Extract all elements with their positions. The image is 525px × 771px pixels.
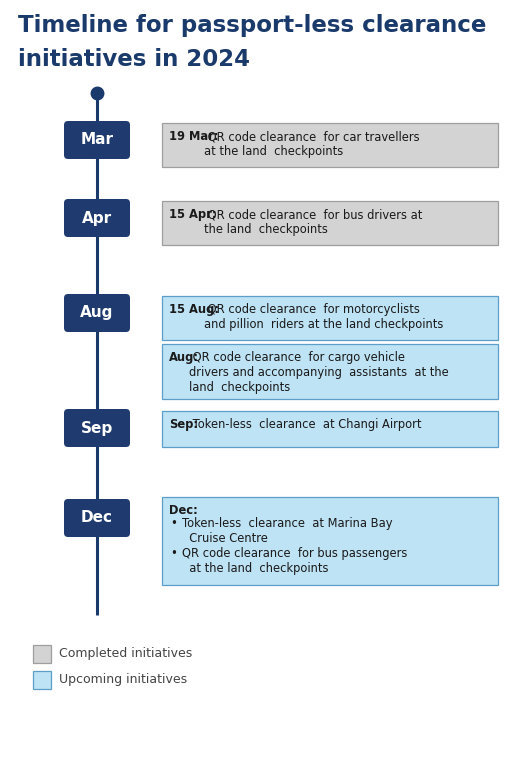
Text: Upcoming initiatives: Upcoming initiatives <box>59 674 187 686</box>
FancyBboxPatch shape <box>33 645 51 663</box>
FancyBboxPatch shape <box>64 121 130 159</box>
Text: Sep:: Sep: <box>169 418 198 431</box>
Text: •: • <box>170 517 177 530</box>
Text: Aug:: Aug: <box>169 351 199 364</box>
FancyBboxPatch shape <box>162 123 498 167</box>
Text: QR code clearance  for cargo vehicle
drivers and accompanying  assistants  at th: QR code clearance for cargo vehicle driv… <box>189 351 449 394</box>
Text: •: • <box>170 547 177 560</box>
FancyBboxPatch shape <box>162 201 498 245</box>
Text: 15 Aug:: 15 Aug: <box>169 303 219 316</box>
Text: Dec: Dec <box>81 510 113 526</box>
Text: Token-less  clearance  at Marina Bay
  Cruise Centre: Token-less clearance at Marina Bay Cruis… <box>182 517 393 545</box>
Text: QR code clearance  for bus drivers at
the land  checkpoints: QR code clearance for bus drivers at the… <box>204 208 422 236</box>
Text: initiatives in 2024: initiatives in 2024 <box>18 48 250 71</box>
Text: Dec:: Dec: <box>169 504 198 517</box>
FancyBboxPatch shape <box>64 199 130 237</box>
Text: QR code clearance  for motorcyclists
and pillion  riders at the land checkpoints: QR code clearance for motorcyclists and … <box>204 303 443 331</box>
FancyBboxPatch shape <box>33 671 51 689</box>
Text: QR code clearance  for car travellers
at the land  checkpoints: QR code clearance for car travellers at … <box>204 130 419 158</box>
Text: 15 Apr:: 15 Apr: <box>169 208 216 221</box>
Text: Timeline for passport-less clearance: Timeline for passport-less clearance <box>18 14 486 37</box>
FancyBboxPatch shape <box>162 411 498 447</box>
FancyBboxPatch shape <box>64 499 130 537</box>
Text: Sep: Sep <box>81 420 113 436</box>
Text: Apr: Apr <box>82 210 112 225</box>
FancyBboxPatch shape <box>162 497 498 585</box>
Text: Token-less  clearance  at Changi Airport: Token-less clearance at Changi Airport <box>189 418 422 431</box>
FancyBboxPatch shape <box>162 296 498 340</box>
FancyBboxPatch shape <box>64 409 130 447</box>
FancyBboxPatch shape <box>64 294 130 332</box>
FancyBboxPatch shape <box>162 344 498 399</box>
Text: 19 Mar:: 19 Mar: <box>169 130 218 143</box>
Text: Mar: Mar <box>80 133 113 147</box>
Text: Completed initiatives: Completed initiatives <box>59 648 192 661</box>
Text: QR code clearance  for bus passengers
  at the land  checkpoints: QR code clearance for bus passengers at … <box>182 547 407 574</box>
Text: Aug: Aug <box>80 305 114 321</box>
